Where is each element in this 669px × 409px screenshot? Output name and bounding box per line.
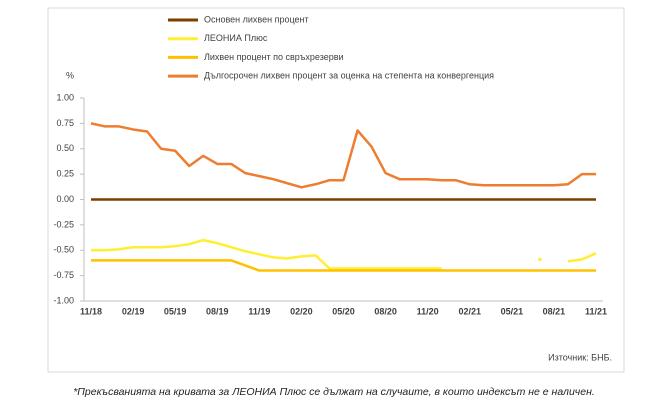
y-tick-label: 0.50 [56, 143, 74, 153]
line-series [90, 122, 596, 189]
x-tick-label: 11/19 [248, 306, 270, 316]
x-tick-label: 02/19 [122, 306, 145, 316]
x-tick-label: 05/21 [501, 306, 524, 316]
legend-label: Дългосрочен лихвен процент за оценка на … [204, 70, 494, 80]
x-tick-label: 11/21 [585, 306, 607, 316]
line-series [567, 252, 597, 263]
y-tick-label: 0.25 [56, 169, 74, 179]
source: Източник: БНБ. [548, 352, 612, 362]
legend-label: Лихвен процент по свръхрезерви [204, 52, 344, 62]
x-tick-label: 08/19 [206, 306, 229, 316]
y-tick-label: -0.75 [53, 270, 74, 280]
y-tick-label: -0.25 [53, 219, 74, 229]
legend-label: ЛЕОНИА Плюс [204, 33, 268, 43]
x-tick-label: 05/19 [164, 306, 187, 316]
y-tick-label: 1.00 [56, 92, 74, 102]
footnote: *Прекъсванията на кривата за ЛЕОНИА Плюс… [73, 386, 595, 398]
chart-frame [47, 7, 625, 373]
y-axis-label: % [66, 70, 74, 80]
legend-label: Основен лихвен процент [204, 14, 309, 24]
line-series [91, 238, 442, 270]
x-tick-label: 08/21 [543, 306, 566, 316]
y-tick-label: 0.75 [56, 118, 74, 128]
x-tick-label: 02/20 [290, 306, 313, 316]
x-tick-label: 05/20 [332, 306, 355, 316]
y-tick-label: 0.00 [56, 194, 74, 204]
x-tick-label: 11/20 [417, 306, 439, 316]
line-point [538, 257, 542, 262]
y-tick-label: -0.50 [53, 245, 74, 255]
x-tick-label: 02/21 [458, 306, 481, 316]
x-tick-label: 08/20 [374, 306, 397, 316]
y-tick-label: -1.00 [53, 295, 74, 305]
line-series [91, 259, 596, 272]
x-tick-label: 11/18 [80, 306, 102, 316]
